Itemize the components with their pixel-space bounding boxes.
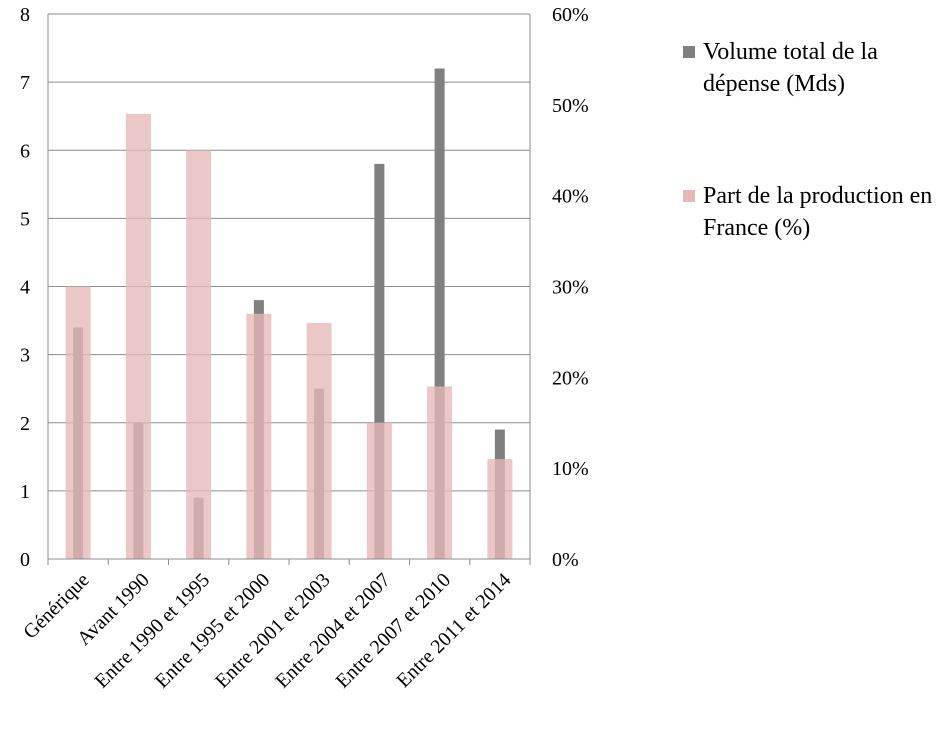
y-tick-label: 5: [20, 208, 30, 230]
left-axis-ticks: 0 1 2 3 4 5 6 7 8: [20, 4, 30, 571]
y-tick-label: 1: [20, 481, 30, 503]
bar-share: [427, 386, 453, 559]
bar-share: [65, 286, 91, 559]
x-tick-label: Entre 2001 et 2003: [211, 569, 335, 693]
y-tick-label: 2: [20, 413, 30, 435]
y2-tick-label: 40%: [552, 186, 589, 208]
x-tick-label: Entre 2004 et 2007: [271, 569, 395, 693]
bar-share: [125, 113, 151, 560]
x-tick-label: Entre 1995 et 2000: [151, 569, 275, 693]
legend-swatch-volume: [683, 46, 695, 58]
legend-item-volume: Volume total de la dépense (Mds): [683, 36, 945, 100]
x-tick-label: Entre 2007 et 2010: [332, 569, 456, 693]
bar-share: [246, 313, 272, 559]
bar-share: [487, 459, 513, 559]
bar-share: [186, 150, 212, 559]
y-tick-label: 3: [20, 345, 30, 367]
bar-share: [306, 322, 332, 559]
y-tick-label: 0: [20, 549, 30, 571]
legend: Volume total de la dépense (Mds) Part de…: [683, 36, 945, 244]
y-tick-label: 7: [20, 72, 30, 94]
x-tick-label: Entre 1990 et 1995: [91, 569, 215, 693]
legend-swatch-share: [683, 190, 695, 202]
y2-tick-label: 50%: [552, 95, 589, 117]
right-axis-ticks: 0% 10% 20% 30% 40% 50% 60%: [552, 4, 589, 571]
y2-tick-label: 0%: [552, 549, 579, 571]
legend-label-share: Part de la production en France (%): [703, 183, 933, 241]
y-tick-label: 8: [20, 4, 30, 26]
bar-volume: [374, 163, 385, 559]
y2-tick-label: 20%: [552, 367, 589, 389]
bar-share: [366, 422, 392, 559]
bars-share: [65, 113, 513, 560]
legend-item-share: Part de la production en France (%): [683, 180, 945, 244]
y-tick-label: 6: [20, 140, 30, 162]
y2-tick-label: 30%: [552, 277, 589, 299]
gridlines: [48, 13, 530, 492]
legend-label-volume: Volume total de la dépense (Mds): [703, 39, 878, 97]
x-tick-label: Entre 2011 et 2014: [392, 569, 515, 692]
y-tick-label: 4: [20, 277, 30, 299]
y2-tick-label: 60%: [552, 4, 589, 26]
bar-volume: [434, 68, 445, 559]
axes: [47, 14, 531, 565]
y2-tick-label: 10%: [552, 458, 589, 480]
